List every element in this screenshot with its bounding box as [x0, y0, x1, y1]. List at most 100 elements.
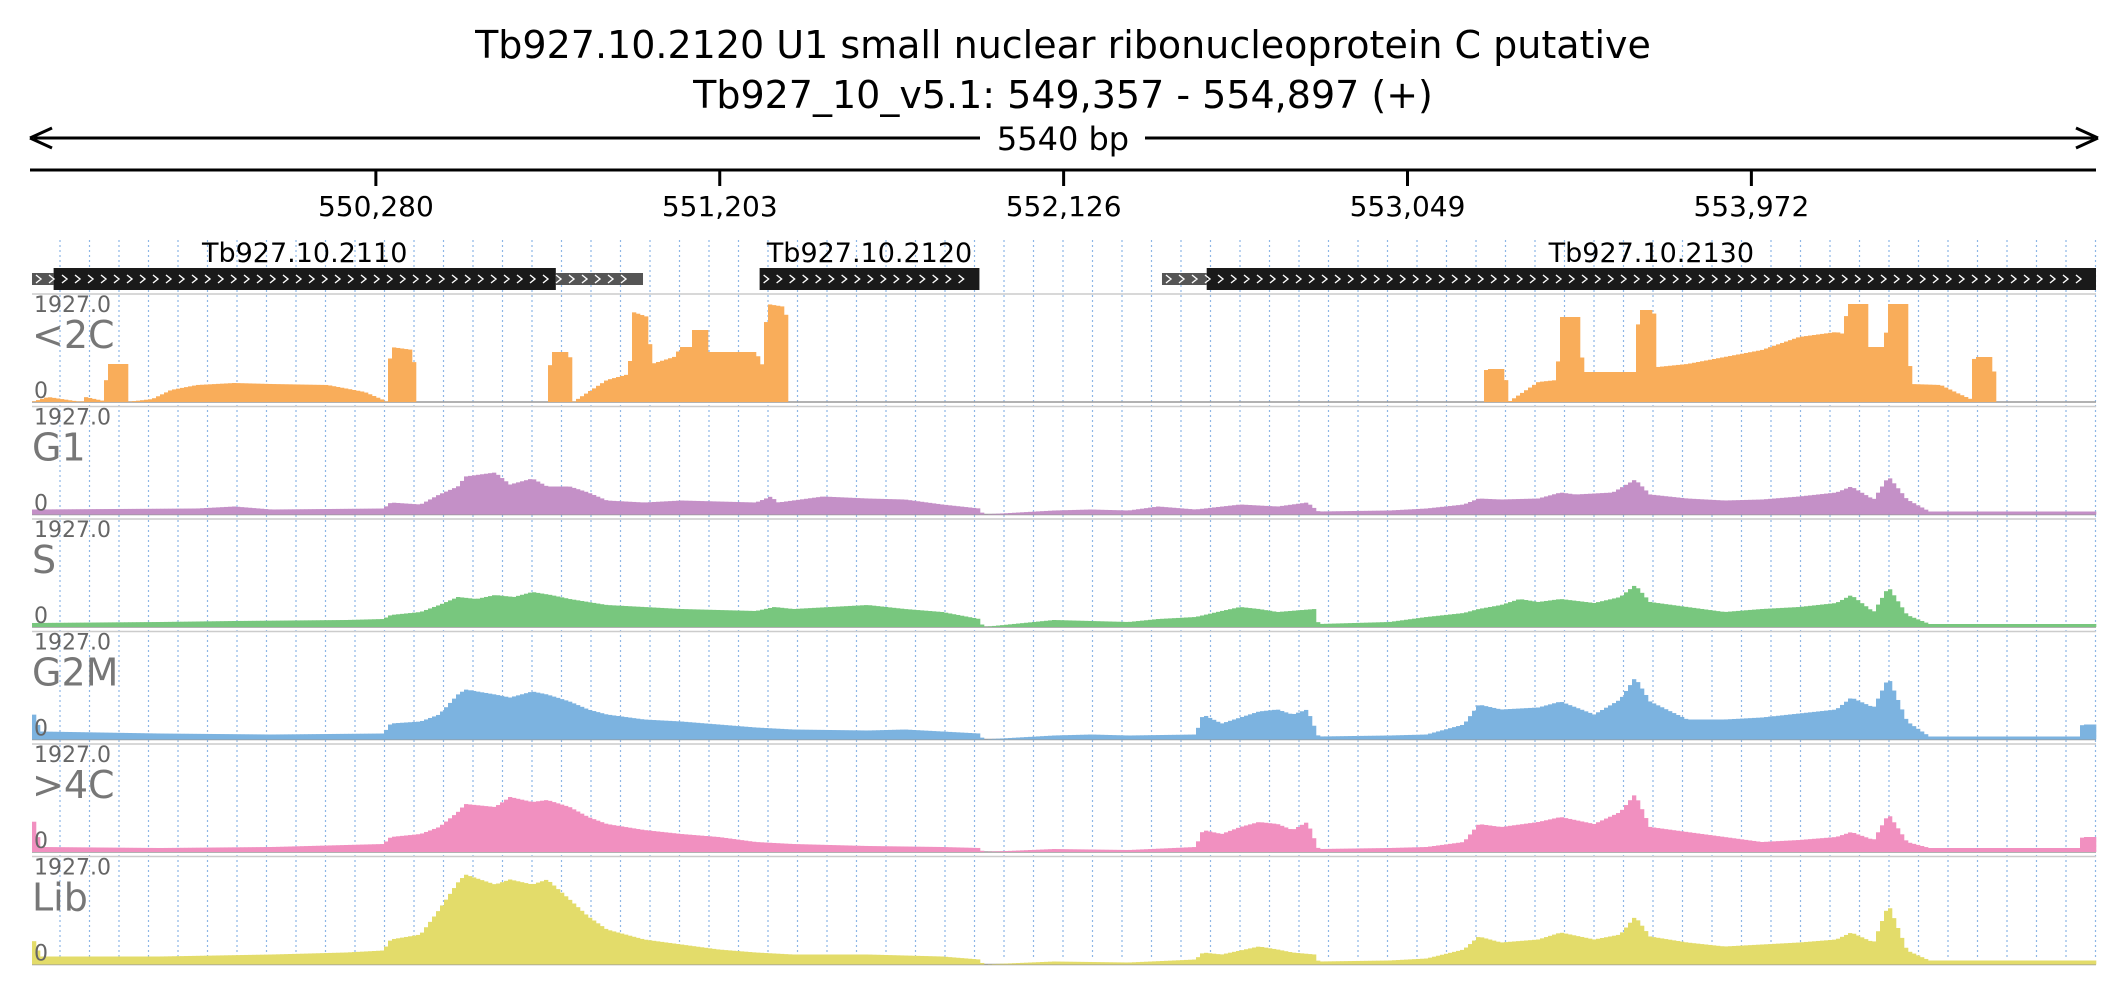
coverage-bar	[1356, 848, 1361, 852]
coverage-bar	[1704, 609, 1709, 627]
coverage-bar	[1668, 365, 1673, 402]
coverage-bar	[1972, 511, 1977, 515]
coverage-bar	[320, 845, 325, 852]
coverage-bar	[1824, 837, 1829, 852]
coverage-bar	[364, 619, 369, 627]
coverage-bar	[844, 606, 849, 627]
coverage-bar	[2024, 960, 2029, 965]
coverage-bar	[972, 733, 977, 740]
coverage-bar	[436, 911, 441, 965]
coverage-bar	[1148, 507, 1153, 515]
coverage-bar	[248, 954, 253, 965]
coverage-bar	[492, 806, 497, 852]
coverage-bar	[708, 609, 713, 627]
coverage-bar	[172, 847, 177, 852]
coverage-bar	[1276, 824, 1281, 852]
coverage-bar	[276, 954, 281, 965]
coverage-bar	[684, 347, 689, 402]
coverage-bar	[1252, 823, 1257, 852]
coverage-bar	[168, 733, 173, 740]
coverage-bar	[776, 305, 781, 402]
coverage-bar	[1300, 610, 1305, 627]
coverage-bar	[1984, 624, 1989, 627]
coverage-bar	[140, 847, 145, 852]
coverage-bar	[592, 602, 597, 627]
coverage-bar	[1928, 624, 1933, 627]
coverage-bar	[1812, 838, 1817, 852]
coverage-bar	[624, 374, 629, 402]
coverage-bar	[1604, 600, 1609, 627]
coverage-bar	[792, 608, 797, 627]
coverage-bar	[1584, 822, 1589, 852]
coverage-bar	[740, 610, 745, 627]
coverage-bar	[1520, 940, 1525, 965]
coverage-bar	[520, 594, 525, 627]
coverage-bar	[328, 385, 333, 402]
coverage-bar	[1540, 497, 1545, 515]
coverage-bar	[772, 728, 777, 740]
coverage-bar	[1412, 509, 1417, 515]
coverage-bar	[2076, 848, 2081, 852]
coverage-bar	[980, 624, 985, 627]
coverage-bar	[1532, 939, 1537, 965]
coverage-bar	[372, 619, 377, 627]
coverage-bar	[1240, 716, 1245, 740]
coverage-bar	[576, 907, 581, 965]
coverage-bar	[1408, 509, 1413, 515]
coverage-bar	[144, 399, 149, 402]
coverage-bar	[1496, 941, 1501, 965]
coverage-bar	[1296, 503, 1301, 515]
coverage-bar	[256, 734, 261, 740]
coverage-bar	[552, 352, 557, 402]
coverage-bar	[960, 615, 965, 627]
coverage-bar	[1732, 838, 1737, 852]
coverage-bar	[132, 622, 137, 627]
coverage-bar	[1760, 499, 1765, 515]
coverage-bar	[1848, 304, 1853, 402]
coverage-bar	[1520, 824, 1525, 852]
coverage-bar	[1416, 734, 1421, 740]
coverage-bar	[760, 500, 765, 515]
coverage-bar	[720, 501, 725, 515]
coverage-bar	[240, 955, 245, 965]
coverage-bar	[1988, 960, 1993, 965]
coverage-bar	[1696, 943, 1701, 965]
coverage-bar	[1816, 711, 1821, 740]
coverage-bar	[232, 734, 237, 740]
coverage-bar	[256, 847, 261, 852]
coverage-bar	[1120, 621, 1125, 627]
coverage-bar	[504, 880, 509, 965]
coverage-bar	[420, 611, 425, 627]
coverage-bar	[164, 508, 169, 515]
coverage-bar	[764, 728, 769, 740]
coverage-bar	[1264, 947, 1269, 965]
coverage-bar	[1108, 849, 1113, 852]
coverage-bar	[316, 384, 321, 402]
coverage-bar	[1556, 933, 1561, 965]
coverage-bar	[1188, 734, 1193, 740]
coverage-bar	[332, 952, 337, 965]
coverage-bar	[1052, 620, 1057, 627]
coverage-bar	[420, 720, 425, 740]
coverage-bar	[260, 954, 265, 965]
coverage-bar	[1732, 945, 1737, 965]
coverage-bar	[1792, 496, 1797, 515]
coverage-bar	[404, 835, 409, 852]
coverage-bar	[1216, 954, 1221, 965]
coverage-bar	[1356, 735, 1361, 740]
coverage-bar	[396, 938, 401, 965]
coverage-bar	[2024, 511, 2029, 515]
coverage-bar	[1736, 610, 1741, 627]
coverage-bar	[432, 606, 437, 627]
coverage-bar	[1428, 508, 1433, 515]
coverage-bar	[2044, 511, 2049, 515]
coverage-bar	[2040, 960, 2045, 965]
coverage-bar	[1800, 606, 1805, 627]
coverage-bar	[1244, 949, 1249, 965]
coverage-bar	[744, 951, 749, 965]
axis-tick-label: 553,049	[1350, 190, 1466, 223]
coverage-bar	[1752, 499, 1757, 515]
coverage-bar	[1792, 840, 1797, 852]
coverage-bar	[220, 383, 225, 402]
coverage-bar	[400, 503, 405, 515]
